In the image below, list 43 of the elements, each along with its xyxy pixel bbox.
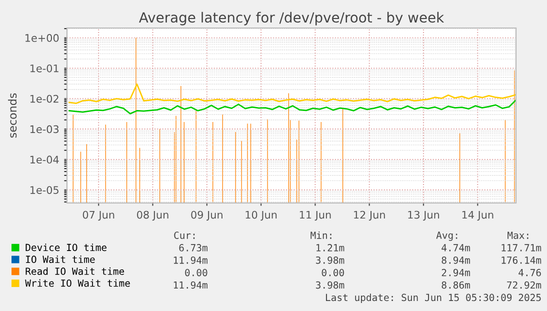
text: Avg: xyxy=(436,232,458,241)
y-tick-label: 1e-04 xyxy=(30,156,59,164)
text: 4.74m xyxy=(442,244,470,252)
text: 1.21m xyxy=(316,244,344,252)
y-axis-title: seconds xyxy=(8,93,17,138)
text: 117.71m xyxy=(502,244,542,252)
x-tick-label: 12 Jun xyxy=(354,210,385,221)
legend-label: IO Wait time xyxy=(26,256,95,264)
line-series xyxy=(68,83,516,104)
text: 11.94m xyxy=(174,256,208,264)
y-tick-label: 1e-01 xyxy=(30,64,58,72)
text: 72.92m xyxy=(507,281,542,289)
x-tick-label: 08 Jun xyxy=(137,210,168,221)
text: 0.00 xyxy=(322,268,344,276)
x-tick-label: 07 Jun xyxy=(82,210,114,221)
text: 3.98m xyxy=(316,281,344,289)
legend-label: Write IO Wait time xyxy=(25,279,130,287)
x-tick-label: 14 Jun xyxy=(462,210,494,221)
y-tick-label: 1e+00 xyxy=(25,34,59,42)
text: Last update: Sun Jun 15 05:30:09 2025 xyxy=(326,294,541,304)
text: 8.94m xyxy=(442,256,470,264)
y-tick-label: 1e-02 xyxy=(30,94,58,103)
line-series xyxy=(68,99,516,114)
y-tick-label: 1e-03 xyxy=(30,125,59,134)
text: Min: xyxy=(310,231,332,239)
text: 4.76 xyxy=(518,268,541,276)
text: 176.14m xyxy=(502,256,542,264)
text: 0.00 xyxy=(185,268,208,276)
x-tick-label: 09 Jun xyxy=(191,210,222,221)
text: Max: xyxy=(508,232,528,239)
legend-label: Read IO Wait time xyxy=(26,267,124,275)
text: 6.73m xyxy=(179,244,208,252)
chart-title: Average latency for /dev/pve/root - by week xyxy=(139,12,444,26)
text: 2.94m xyxy=(442,268,470,276)
x-tick-label: 10 Jun xyxy=(246,210,277,221)
text: 3.98m xyxy=(316,256,344,264)
y-tick-label: 1e-05 xyxy=(30,186,58,194)
x-tick-label: 13 Jun xyxy=(408,210,440,221)
legend-label: Device IO time xyxy=(26,244,106,252)
text: 8.86m xyxy=(442,281,470,289)
x-tick-label: 11 Jun xyxy=(300,210,331,221)
text: 11.94m xyxy=(174,281,208,289)
text: Cur: xyxy=(174,232,195,239)
